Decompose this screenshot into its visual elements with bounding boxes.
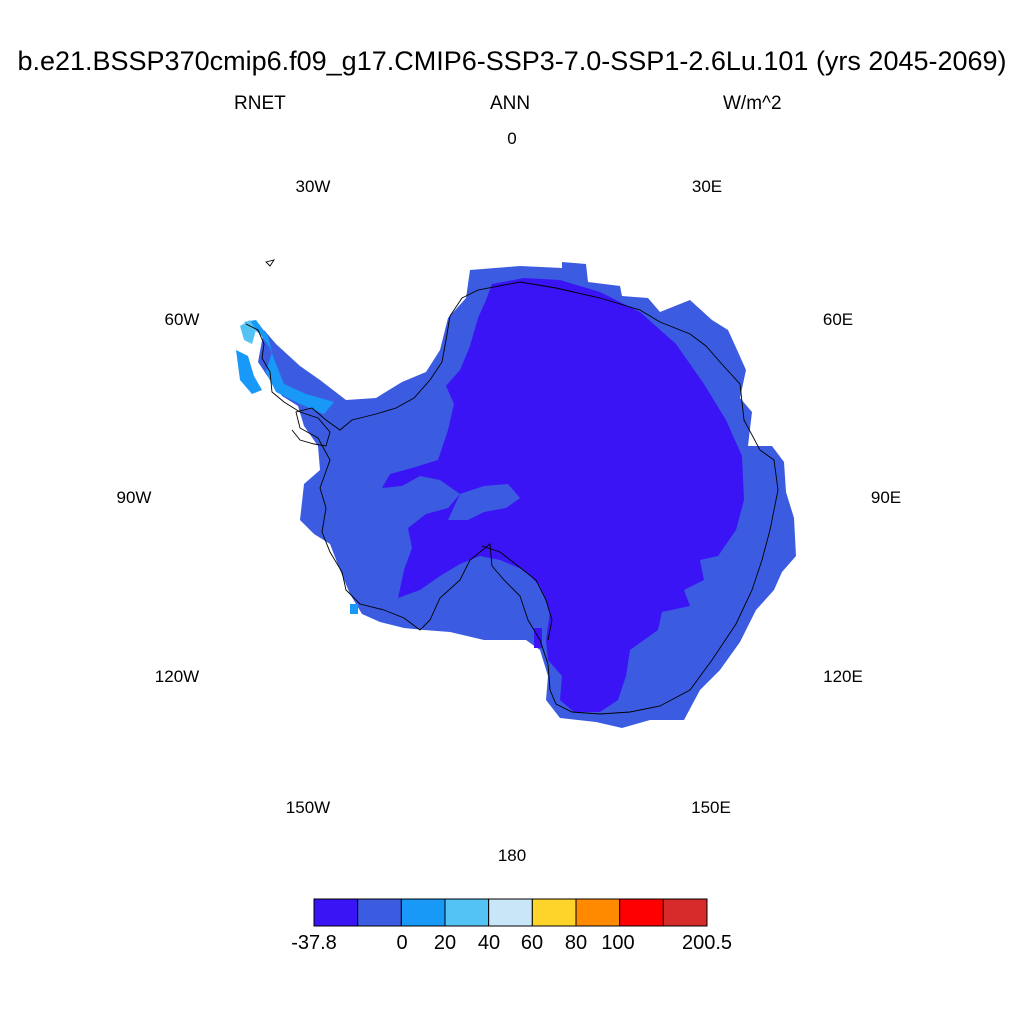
lon-label-120e: 120E xyxy=(823,667,863,686)
coastline-ross xyxy=(481,545,553,641)
map-region-peninsula-light xyxy=(240,320,256,344)
colorbar-label: 200.5 xyxy=(681,932,733,954)
map-region-ross-shelf xyxy=(462,562,544,640)
colorbar-box xyxy=(531,898,577,927)
map-region-peninsula xyxy=(244,320,334,414)
coastline-island xyxy=(265,259,276,267)
lon-label-90w: 90W xyxy=(116,488,152,507)
colorbar-box xyxy=(619,898,664,927)
map-region-shelf-notch xyxy=(448,484,520,520)
coastline xyxy=(295,281,779,715)
lon-label-30w: 30W xyxy=(295,177,331,196)
map-region-peninsula-west xyxy=(236,350,262,394)
colorbar-box xyxy=(313,898,359,927)
colorbar-label: 0 xyxy=(396,932,408,954)
coastline-peninsula xyxy=(245,323,331,447)
colorbar-label: 40 xyxy=(477,932,501,954)
colorbar-label: 20 xyxy=(433,932,457,954)
variable-label: RNET xyxy=(234,93,286,114)
lon-label-150w: 150W xyxy=(285,798,331,817)
colorbar-box xyxy=(444,898,490,927)
colorbar-label: 60 xyxy=(520,932,544,954)
lon-label-0: 0 xyxy=(507,129,517,148)
colorbar-box xyxy=(662,898,708,927)
lon-label-60e: 60E xyxy=(822,310,854,329)
lon-label-180: 180 xyxy=(497,846,527,865)
lon-label-120w: 120W xyxy=(154,667,200,686)
colorbar-box xyxy=(357,898,402,927)
colorbar-box xyxy=(575,898,621,927)
map-region-interior xyxy=(382,278,744,712)
colorbar-label: 80 xyxy=(564,932,588,954)
lon-label-60w: 60W xyxy=(164,310,200,329)
page-title: b.e21.BSSP370cmip6.f09_g17.CMIP6-SSP3-7.… xyxy=(17,46,1007,76)
units-label: W/m^2 xyxy=(723,93,782,114)
lon-label-150e: 150E xyxy=(691,798,731,817)
colorbar-label: 100 xyxy=(601,932,635,954)
season-label: ANN xyxy=(490,93,531,114)
map-cell xyxy=(350,604,358,614)
lon-label-30e: 30E xyxy=(691,177,723,196)
lon-label-90e: 90E xyxy=(870,488,902,507)
colorbar-label: -37.8 xyxy=(291,932,337,954)
map-cell xyxy=(534,628,542,648)
colorbar-box xyxy=(488,898,533,927)
colorbar-box xyxy=(400,898,446,927)
